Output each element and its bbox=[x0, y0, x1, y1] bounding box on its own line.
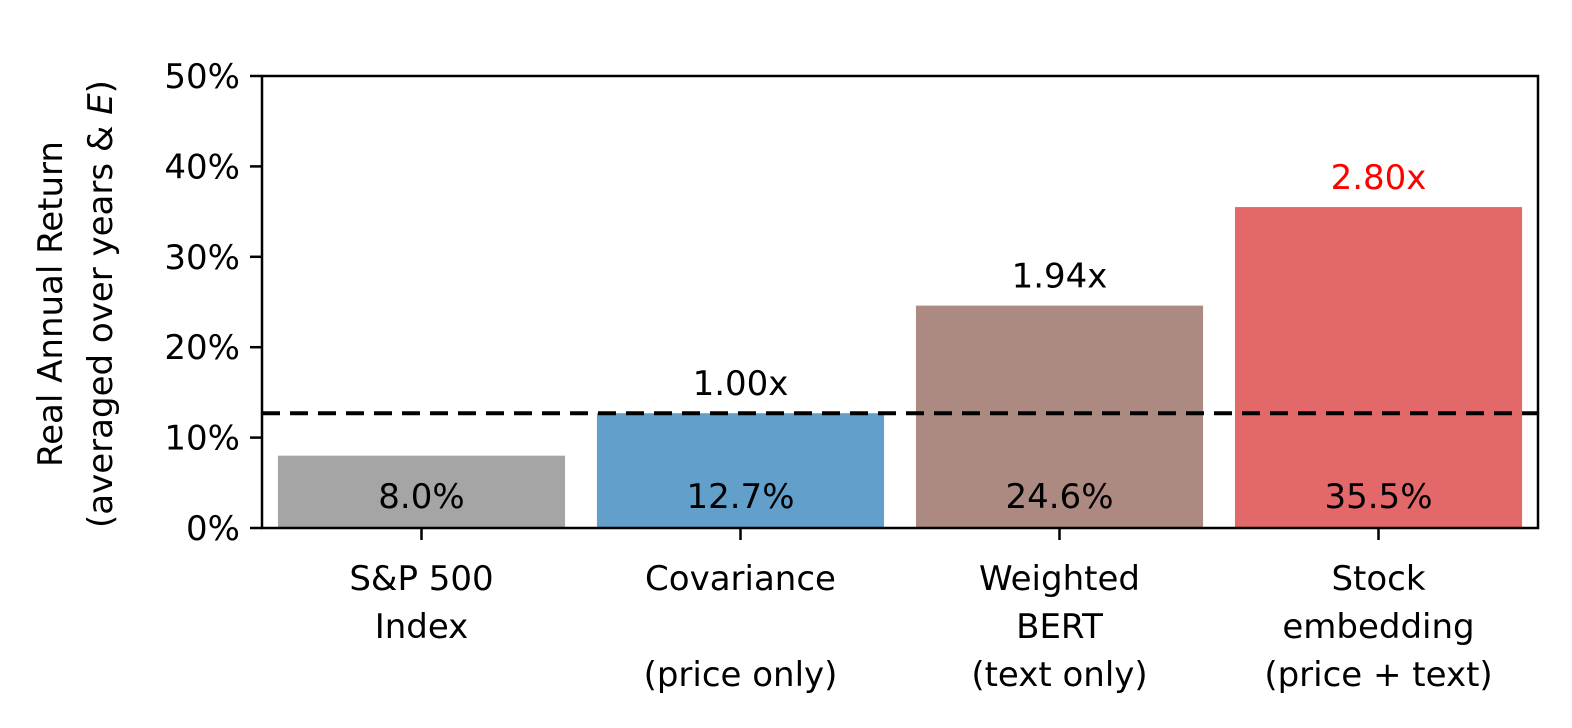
bar bbox=[915, 305, 1204, 528]
y-axis-ticks: 0% 10% 20% 30% 40% 50% bbox=[164, 57, 262, 549]
x-tick-label: embedding bbox=[1282, 607, 1474, 647]
bar bbox=[1234, 207, 1523, 528]
y-tick-label: 30% bbox=[164, 238, 240, 278]
bar bbox=[596, 413, 885, 528]
x-tick-label: (price only) bbox=[644, 655, 838, 695]
x-tick-label: S&P 500 bbox=[349, 559, 493, 599]
y-tick-label: 40% bbox=[164, 147, 240, 187]
y-axis-label: Real Annual Return (averaged over years … bbox=[31, 80, 121, 528]
bar-ratio-label: 2.80x bbox=[1331, 158, 1427, 198]
y-tick-label: 0% bbox=[186, 509, 240, 549]
x-tick-label: Covariance bbox=[645, 559, 836, 599]
plot-frame bbox=[260, 74, 1540, 530]
bars: 8.0% 12.7% 24.6% 35.5% bbox=[277, 207, 1523, 528]
bar-value-label: 12.7% bbox=[686, 477, 794, 517]
x-tick-label: BERT bbox=[1016, 607, 1103, 647]
bar-value-label: 8.0% bbox=[378, 477, 464, 517]
x-tick-label: (price + text) bbox=[1264, 655, 1492, 695]
bar-ratio-label: 1.94x bbox=[1012, 257, 1108, 297]
x-axis-ticks: S&P 500 Index Covariance (price only) Weight… bbox=[349, 528, 1493, 695]
bar-value-label: 35.5% bbox=[1324, 477, 1432, 517]
x-tick-label: (text only) bbox=[971, 655, 1147, 695]
x-tick-label: Stock bbox=[1331, 559, 1425, 599]
ratio-labels: 1.00x 1.94x 2.80x bbox=[693, 158, 1427, 404]
y-tick-label: 50% bbox=[164, 57, 240, 97]
y-axis-label-line1: Real Annual Return bbox=[31, 141, 71, 467]
y-axis-label-line2: (averaged over years & E) bbox=[81, 80, 121, 528]
y-tick-label: 20% bbox=[164, 328, 240, 368]
x-tick-label: Weighted bbox=[979, 559, 1140, 599]
x-tick-label: Index bbox=[375, 607, 469, 647]
bar-value-label: 24.6% bbox=[1005, 477, 1113, 517]
y-tick-label: 10% bbox=[164, 419, 240, 459]
bar bbox=[277, 455, 566, 528]
bar-ratio-label: 1.00x bbox=[693, 364, 789, 404]
